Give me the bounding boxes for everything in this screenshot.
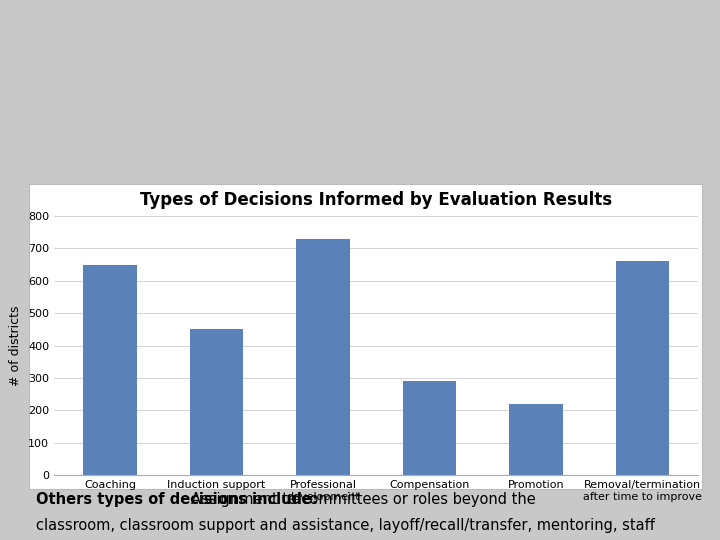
Y-axis label: # of districts: # of districts	[9, 305, 22, 386]
Title: Types of Decisions Informed by Evaluation Results: Types of Decisions Informed by Evaluatio…	[140, 191, 612, 209]
Text: Others types of decisions include:: Others types of decisions include:	[36, 492, 318, 508]
Bar	[616, 261, 669, 475]
Bar	[402, 381, 456, 475]
Bar	[509, 404, 562, 475]
Text: classroom, classroom support and assistance, layoff/recall/transfer, mentoring, : classroom, classroom support and assista…	[36, 518, 655, 534]
Bar	[84, 265, 137, 475]
Bar	[190, 329, 243, 475]
Text: Assignment to committees or roles beyond the: Assignment to committees or roles beyond…	[191, 492, 536, 508]
Bar	[297, 239, 350, 475]
